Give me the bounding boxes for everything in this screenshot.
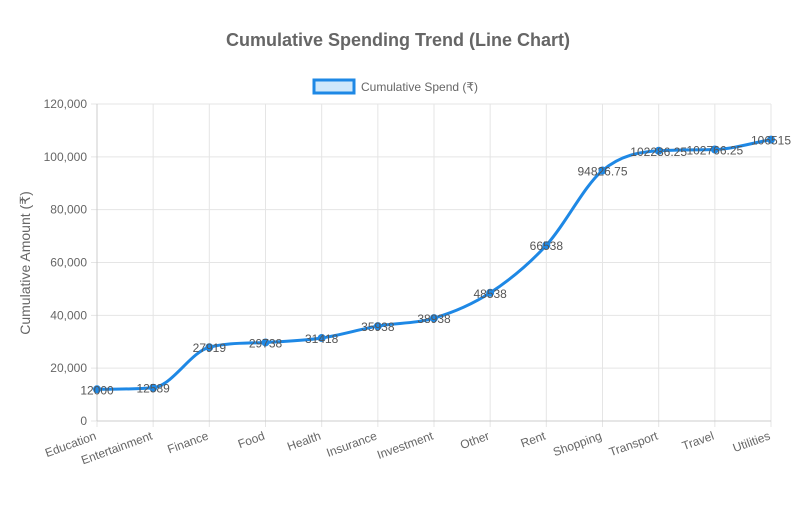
data-point[interactable]: [710, 145, 719, 154]
legend-label: Cumulative Spend (₹): [361, 80, 478, 94]
data-point[interactable]: [149, 383, 158, 392]
data-point[interactable]: [486, 288, 495, 297]
data-point[interactable]: [93, 385, 101, 394]
data-label: 31418: [305, 332, 339, 346]
data-label: 102766.25: [686, 144, 743, 158]
x-tick-label: Food: [236, 429, 266, 452]
x-tick-label: Shopping: [551, 429, 603, 460]
x-tick-label: Insurance: [325, 429, 380, 460]
y-tick-label: 80,000: [50, 203, 87, 217]
data-label: 27919: [193, 341, 227, 355]
legend[interactable]: Cumulative Spend (₹): [312, 78, 478, 95]
series-layer: [93, 135, 775, 394]
data-label: 48538: [473, 287, 507, 301]
x-tick-label: Health: [285, 429, 322, 454]
data-point[interactable]: [373, 322, 382, 331]
data-point[interactable]: [430, 314, 438, 323]
y-tick-label: 20,000: [50, 361, 87, 375]
data-point[interactable]: [767, 135, 775, 144]
chart-title: Cumulative Spending Trend (Line Chart): [226, 30, 570, 50]
x-tick-label: Transport: [607, 428, 660, 459]
x-tick-label: Travel: [680, 429, 716, 453]
data-label: 94826.75: [577, 164, 627, 178]
data-label: 102286.25: [630, 145, 687, 159]
x-tick-label: Rent: [519, 428, 548, 450]
data-label: 29738: [249, 336, 283, 350]
x-tick-label: Other: [458, 429, 491, 452]
y-axis-label: Cumulative Amount (₹): [17, 191, 33, 335]
data-label: 35938: [361, 320, 395, 334]
y-axis: 0 20,000 40,000 60,000 80,000 100,000 120,000: [44, 97, 98, 428]
data-point[interactable]: [261, 338, 270, 347]
x-tick-label: Investment: [375, 428, 436, 461]
legend-swatch: [312, 78, 356, 95]
x-tick-label: Utilities: [731, 429, 772, 455]
data-point[interactable]: [542, 241, 551, 250]
y-tick-label: 40,000: [50, 308, 87, 322]
data-label: 106515: [751, 134, 791, 148]
y-tick-label: 60,000: [50, 256, 87, 270]
data-label: 12000: [80, 383, 114, 397]
x-tick-label: Finance: [165, 429, 210, 457]
y-tick-label: 0: [80, 414, 87, 428]
y-tick-label: 120,000: [44, 97, 88, 111]
data-labels: 12000 12589 27919 29738 31418 35938 38938 48538…: [80, 134, 791, 398]
data-label: 38938: [417, 312, 451, 326]
data-point[interactable]: [317, 334, 326, 343]
data-point[interactable]: [598, 166, 607, 175]
data-label: 66538: [530, 239, 564, 253]
data-point[interactable]: [205, 343, 214, 352]
data-point[interactable]: [654, 146, 663, 155]
grid: [91, 103, 772, 427]
y-tick-label: 100,000: [44, 150, 88, 164]
data-label: 12589: [136, 382, 170, 396]
